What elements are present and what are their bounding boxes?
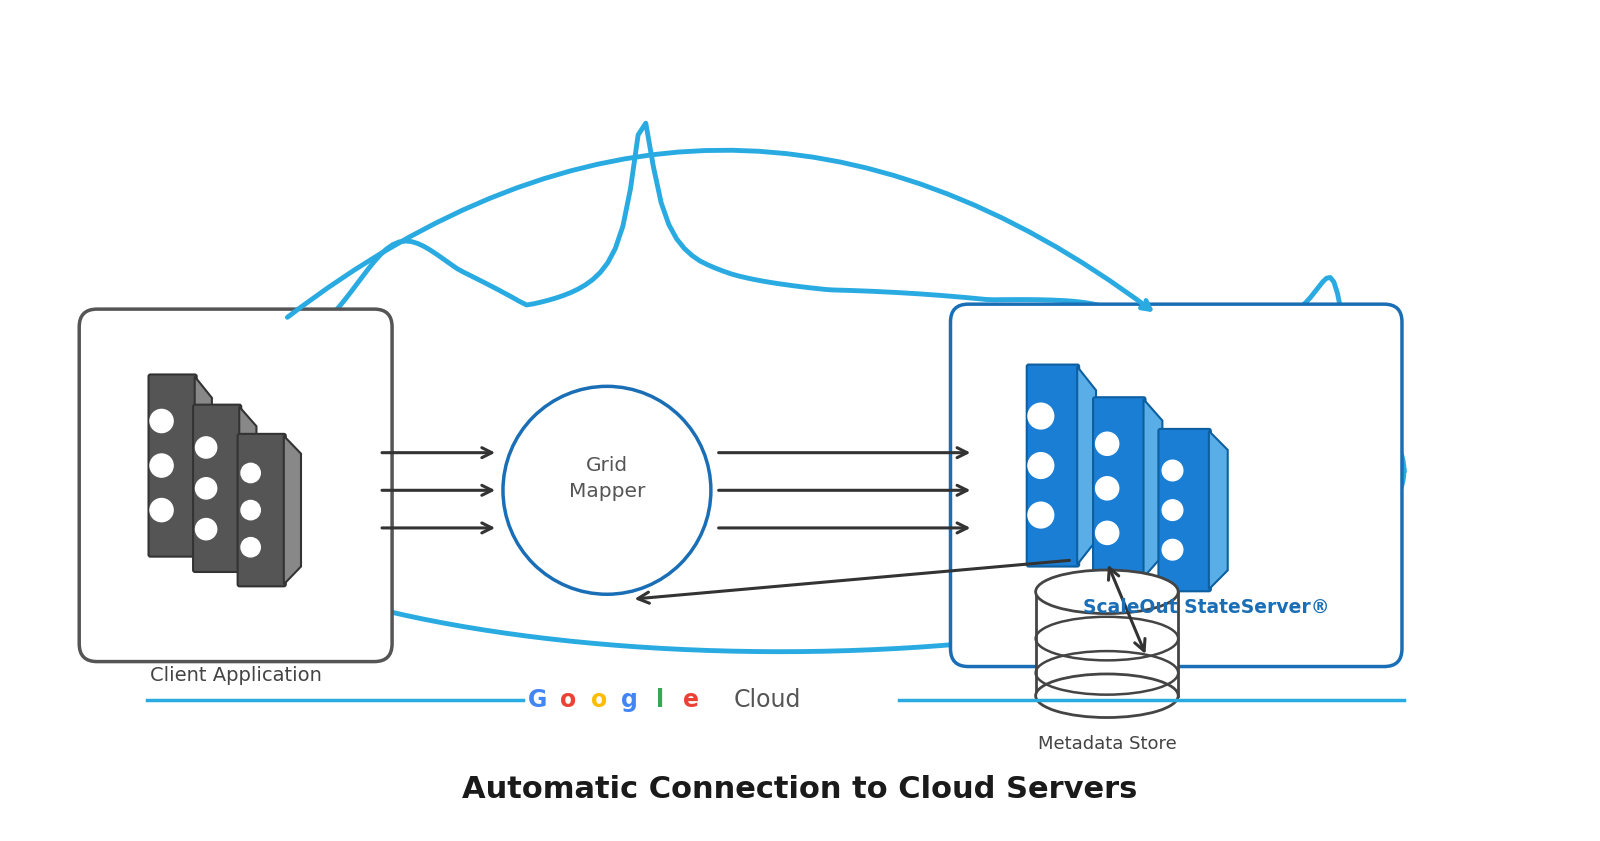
Text: Grid
Mapper: Grid Mapper xyxy=(568,456,645,501)
Polygon shape xyxy=(1144,399,1162,578)
Text: G: G xyxy=(528,688,547,712)
Circle shape xyxy=(150,454,173,477)
Circle shape xyxy=(195,519,216,540)
Text: Metadata Store: Metadata Store xyxy=(1037,735,1176,754)
FancyArrowPatch shape xyxy=(288,151,1150,317)
FancyBboxPatch shape xyxy=(149,374,197,557)
Circle shape xyxy=(150,499,173,521)
Ellipse shape xyxy=(1035,674,1178,717)
Circle shape xyxy=(195,478,216,499)
Circle shape xyxy=(502,386,710,595)
FancyBboxPatch shape xyxy=(1093,397,1146,579)
Circle shape xyxy=(1027,502,1054,528)
Text: Automatic Connection to Cloud Servers: Automatic Connection to Cloud Servers xyxy=(462,775,1138,804)
Polygon shape xyxy=(157,123,1403,652)
Circle shape xyxy=(1027,452,1054,479)
Polygon shape xyxy=(240,407,256,570)
Text: o: o xyxy=(560,688,576,712)
FancyBboxPatch shape xyxy=(1027,364,1078,567)
Text: ScaleOut StateServer®: ScaleOut StateServer® xyxy=(1083,598,1330,617)
FancyBboxPatch shape xyxy=(238,434,286,586)
Polygon shape xyxy=(1210,431,1227,590)
FancyBboxPatch shape xyxy=(194,405,242,572)
Circle shape xyxy=(1162,500,1182,521)
Circle shape xyxy=(195,436,216,458)
Circle shape xyxy=(1162,460,1182,481)
Polygon shape xyxy=(283,436,301,584)
Circle shape xyxy=(1096,432,1118,455)
FancyBboxPatch shape xyxy=(1158,429,1211,591)
Circle shape xyxy=(1027,403,1054,429)
Circle shape xyxy=(242,537,261,557)
Polygon shape xyxy=(1035,592,1178,696)
Polygon shape xyxy=(1077,367,1096,564)
Circle shape xyxy=(1096,477,1118,500)
Text: l: l xyxy=(656,688,664,712)
Circle shape xyxy=(1162,539,1182,560)
Polygon shape xyxy=(195,377,211,555)
Text: Cloud: Cloud xyxy=(734,688,802,712)
Circle shape xyxy=(242,500,261,520)
FancyBboxPatch shape xyxy=(950,304,1402,667)
FancyBboxPatch shape xyxy=(80,309,392,662)
Circle shape xyxy=(242,463,261,483)
Text: Client Application: Client Application xyxy=(150,665,322,685)
Text: e: e xyxy=(683,688,699,712)
Circle shape xyxy=(1096,521,1118,544)
Text: g: g xyxy=(621,688,638,712)
Circle shape xyxy=(150,410,173,432)
Text: o: o xyxy=(590,688,606,712)
Ellipse shape xyxy=(1035,570,1178,614)
